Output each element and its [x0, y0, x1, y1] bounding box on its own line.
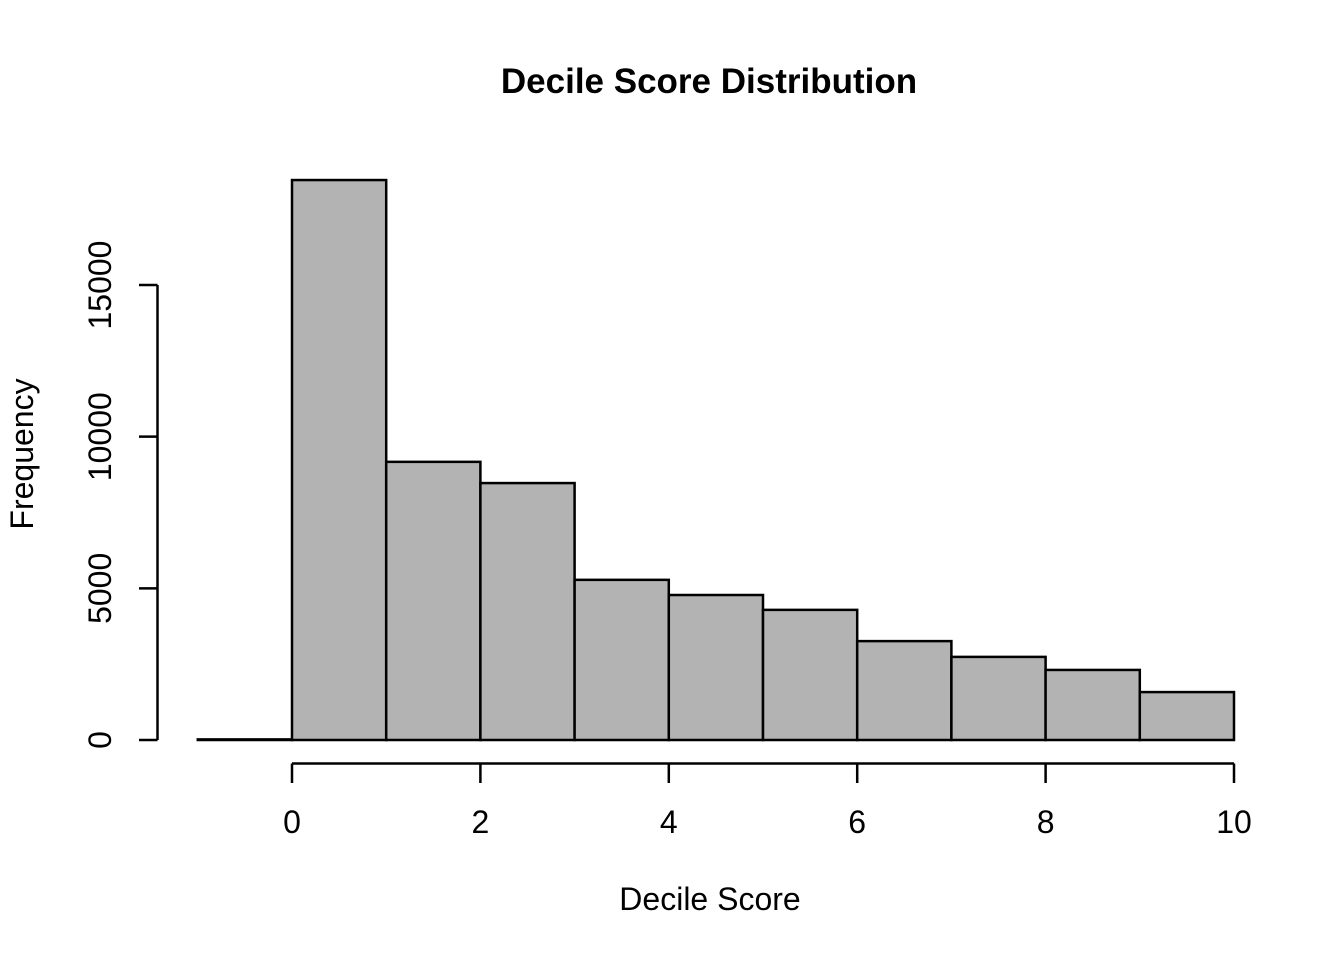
- x-tick-label: 4: [660, 804, 678, 840]
- y-axis: 0 5000 10000 15000: [82, 241, 159, 749]
- y-axis-title: Frequency: [4, 378, 40, 529]
- y-tick-label: 0: [82, 731, 118, 749]
- y-tick-label: 15000: [82, 241, 118, 330]
- histogram-bar: [761, 608, 859, 742]
- y-tick-label: 5000: [82, 553, 118, 624]
- x-tick-label: 2: [472, 804, 490, 840]
- x-axis: 0 2 4 6 8 10: [283, 762, 1252, 840]
- x-tick-label: 0: [283, 804, 301, 840]
- histogram-bar: [384, 460, 482, 742]
- histogram-bar: [667, 593, 765, 742]
- histogram-bar: [196, 738, 294, 742]
- bars-group: [196, 178, 1236, 742]
- histogram-bar: [290, 178, 388, 742]
- chart-title: Decile Score Distribution: [501, 62, 917, 101]
- x-tick-label: 8: [1037, 804, 1055, 840]
- x-axis-title: Decile Score: [619, 881, 800, 917]
- x-tick-label: 10: [1216, 804, 1252, 840]
- histogram-bar: [1138, 690, 1236, 742]
- histogram-bar: [479, 481, 576, 742]
- histogram-bar: [855, 639, 953, 742]
- histogram-bar: [573, 578, 671, 742]
- histogram-bar: [1044, 668, 1142, 742]
- x-tick-label: 6: [848, 804, 866, 840]
- histogram-bar: [950, 655, 1047, 742]
- y-tick-label: 10000: [82, 392, 118, 481]
